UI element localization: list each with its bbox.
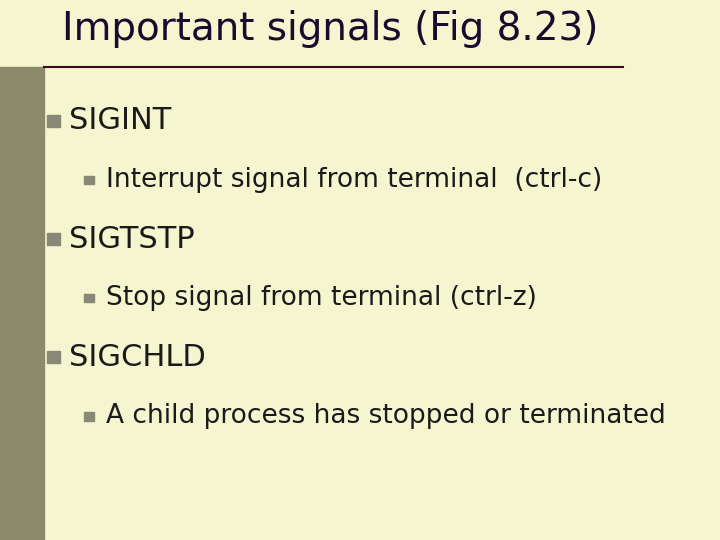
Bar bbox=[84, 294, 94, 302]
Text: SIGINT: SIGINT bbox=[68, 106, 171, 136]
Bar bbox=[84, 412, 94, 421]
Bar bbox=[47, 115, 60, 127]
Bar bbox=[84, 176, 94, 184]
Text: SIGTSTP: SIGTSTP bbox=[68, 225, 194, 254]
Bar bbox=[47, 352, 60, 363]
Text: Important signals (Fig 8.23): Important signals (Fig 8.23) bbox=[63, 10, 599, 49]
Text: Interrupt signal from terminal  (ctrl-c): Interrupt signal from terminal (ctrl-c) bbox=[106, 167, 602, 193]
Text: A child process has stopped or terminated: A child process has stopped or terminate… bbox=[106, 403, 666, 429]
Bar bbox=[47, 233, 60, 245]
Bar bbox=[0, 67, 44, 540]
Text: Stop signal from terminal (ctrl-z): Stop signal from terminal (ctrl-z) bbox=[106, 285, 537, 311]
Text: SIGCHLD: SIGCHLD bbox=[68, 343, 205, 372]
